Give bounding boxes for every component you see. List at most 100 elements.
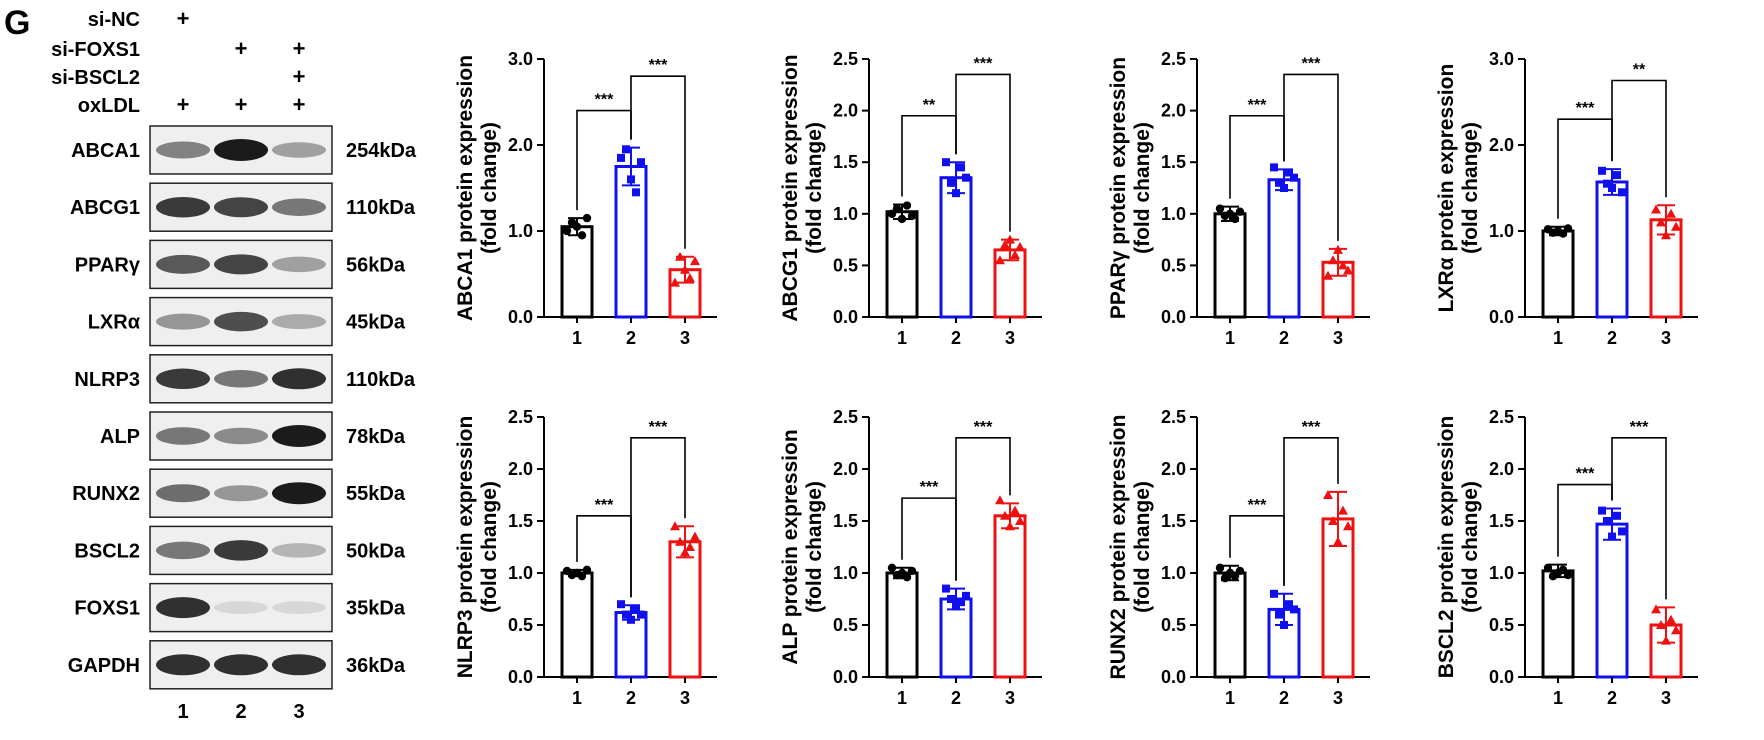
data-point xyxy=(1225,209,1235,218)
data-point xyxy=(685,542,695,551)
y-tick-label: 1.0 xyxy=(1161,563,1186,583)
data-point xyxy=(1275,178,1283,187)
data-point xyxy=(1656,217,1666,227)
blot-band xyxy=(214,485,268,502)
lane-number: 2 xyxy=(235,701,246,723)
x-tick-label: 3 xyxy=(1333,328,1343,348)
bar-group-2 xyxy=(939,176,973,319)
data-point xyxy=(680,547,690,557)
size-label: 56kDa xyxy=(346,254,406,276)
condition-label-si-bscl2: si-BSCL2 xyxy=(51,67,140,89)
y-tick-label: 2.5 xyxy=(508,407,533,427)
data-point xyxy=(1343,521,1353,531)
y-tick-label: 2.0 xyxy=(1489,459,1514,479)
y-tick-label: 0.0 xyxy=(833,307,858,327)
blot-band xyxy=(214,197,268,218)
lane-number: 3 xyxy=(293,701,304,723)
data-point xyxy=(690,531,700,541)
blot-row-runx2: RUNX2 55kDa xyxy=(72,468,406,518)
x-tick-label: 1 xyxy=(897,688,907,708)
significance-label: *** xyxy=(974,419,993,436)
blot-band xyxy=(272,482,326,505)
y-axis-subtitle: (fold change) xyxy=(478,122,501,254)
condition-mark: + xyxy=(293,64,306,89)
data-point xyxy=(1598,506,1606,515)
chart-abca1: 0.0 1.0 2.0 3.0 ABCA1 protein expression (fol… xyxy=(454,49,717,348)
data-point xyxy=(670,521,680,531)
x-tick-label: 2 xyxy=(626,328,636,348)
bar-group-2 xyxy=(1595,180,1629,319)
x-tick-label: 1 xyxy=(897,328,907,348)
blot-band xyxy=(156,196,210,218)
data-point xyxy=(1000,510,1010,520)
blot-row-alp: ALP 78kDa xyxy=(100,411,406,461)
data-point xyxy=(1656,620,1666,629)
data-point xyxy=(952,602,960,611)
y-axis-title: PPARγ protein expression xyxy=(1107,57,1130,319)
data-point xyxy=(947,178,955,187)
significance-label: *** xyxy=(1302,419,1321,436)
x-tick-label: 3 xyxy=(680,328,690,348)
data-point xyxy=(1015,516,1025,525)
data-point xyxy=(572,222,582,231)
significance-bracket xyxy=(955,73,1011,232)
data-point xyxy=(670,277,680,287)
y-tick-label: 0.5 xyxy=(1161,615,1186,635)
y-tick-label: 1.0 xyxy=(1161,204,1186,224)
blot-band xyxy=(156,368,210,390)
data-point xyxy=(1558,229,1568,238)
data-point xyxy=(582,565,592,575)
protein-label: BSCL2 xyxy=(74,540,140,562)
y-tick-label: 0.0 xyxy=(1489,307,1514,327)
data-point xyxy=(902,201,912,210)
data-point xyxy=(1651,604,1661,614)
blot-band xyxy=(214,254,268,275)
significance-label: *** xyxy=(1576,466,1595,483)
protein-label: LXRα xyxy=(88,312,141,334)
y-tick-label: 1.0 xyxy=(1489,563,1514,583)
bar-group-3 xyxy=(993,514,1027,679)
data-point xyxy=(1543,563,1553,572)
data-point xyxy=(1666,614,1676,624)
bar-group-1 xyxy=(560,225,594,319)
data-point xyxy=(1005,521,1015,531)
y-tick-label: 1.5 xyxy=(833,152,858,172)
bar-group-1 xyxy=(885,571,919,679)
blot-row-lxr: LXRα 45kDa xyxy=(88,296,406,347)
blot-row-gapdh: GAPDH 36kDa xyxy=(68,640,406,690)
data-point xyxy=(962,591,970,600)
y-tick-label: 2.0 xyxy=(508,459,533,479)
data-point xyxy=(947,595,955,603)
blot-row-abca1: ABCA1 254kDa xyxy=(71,125,417,175)
data-point xyxy=(1230,571,1240,581)
data-point xyxy=(957,598,965,607)
data-point xyxy=(1285,600,1293,609)
significance-bracket xyxy=(1283,437,1339,586)
data-point xyxy=(1661,230,1671,240)
blot-band xyxy=(214,311,268,332)
data-point xyxy=(1563,224,1573,233)
y-axis-subtitle: (fold change) xyxy=(1459,481,1482,613)
data-point xyxy=(1215,563,1225,572)
size-label: 110kDa xyxy=(346,369,416,391)
condition-mark: + xyxy=(235,92,248,117)
x-tick-label: 2 xyxy=(951,328,961,348)
data-point xyxy=(622,610,630,619)
y-tick-label: 2.0 xyxy=(1489,135,1514,155)
y-tick-label: 0.5 xyxy=(833,255,858,275)
blot-band xyxy=(272,543,326,558)
chart-bscl2: 0.0 0.5 1.0 1.5 2.0 2.5 BSCL2 protein expressi… xyxy=(1435,407,1698,708)
x-tick-label: 3 xyxy=(1005,688,1015,708)
y-tick-label: 0.5 xyxy=(1489,615,1514,635)
y-tick-label: 1.5 xyxy=(1489,511,1514,531)
y-axis-title: BSCL2 protein expression xyxy=(1435,416,1458,679)
bar-group-2 xyxy=(614,165,648,319)
blot-band xyxy=(214,370,268,388)
x-tick-label: 1 xyxy=(1553,688,1563,708)
y-tick-label: 0.0 xyxy=(1489,667,1514,687)
data-point xyxy=(582,213,592,223)
chart-lxr: 0.0 1.0 2.0 3.0 LXRα protein expression (fold… xyxy=(1435,49,1698,348)
data-point xyxy=(627,175,635,184)
data-point xyxy=(1290,173,1298,182)
y-axis-title: ABCG1 protein expression xyxy=(779,54,802,321)
